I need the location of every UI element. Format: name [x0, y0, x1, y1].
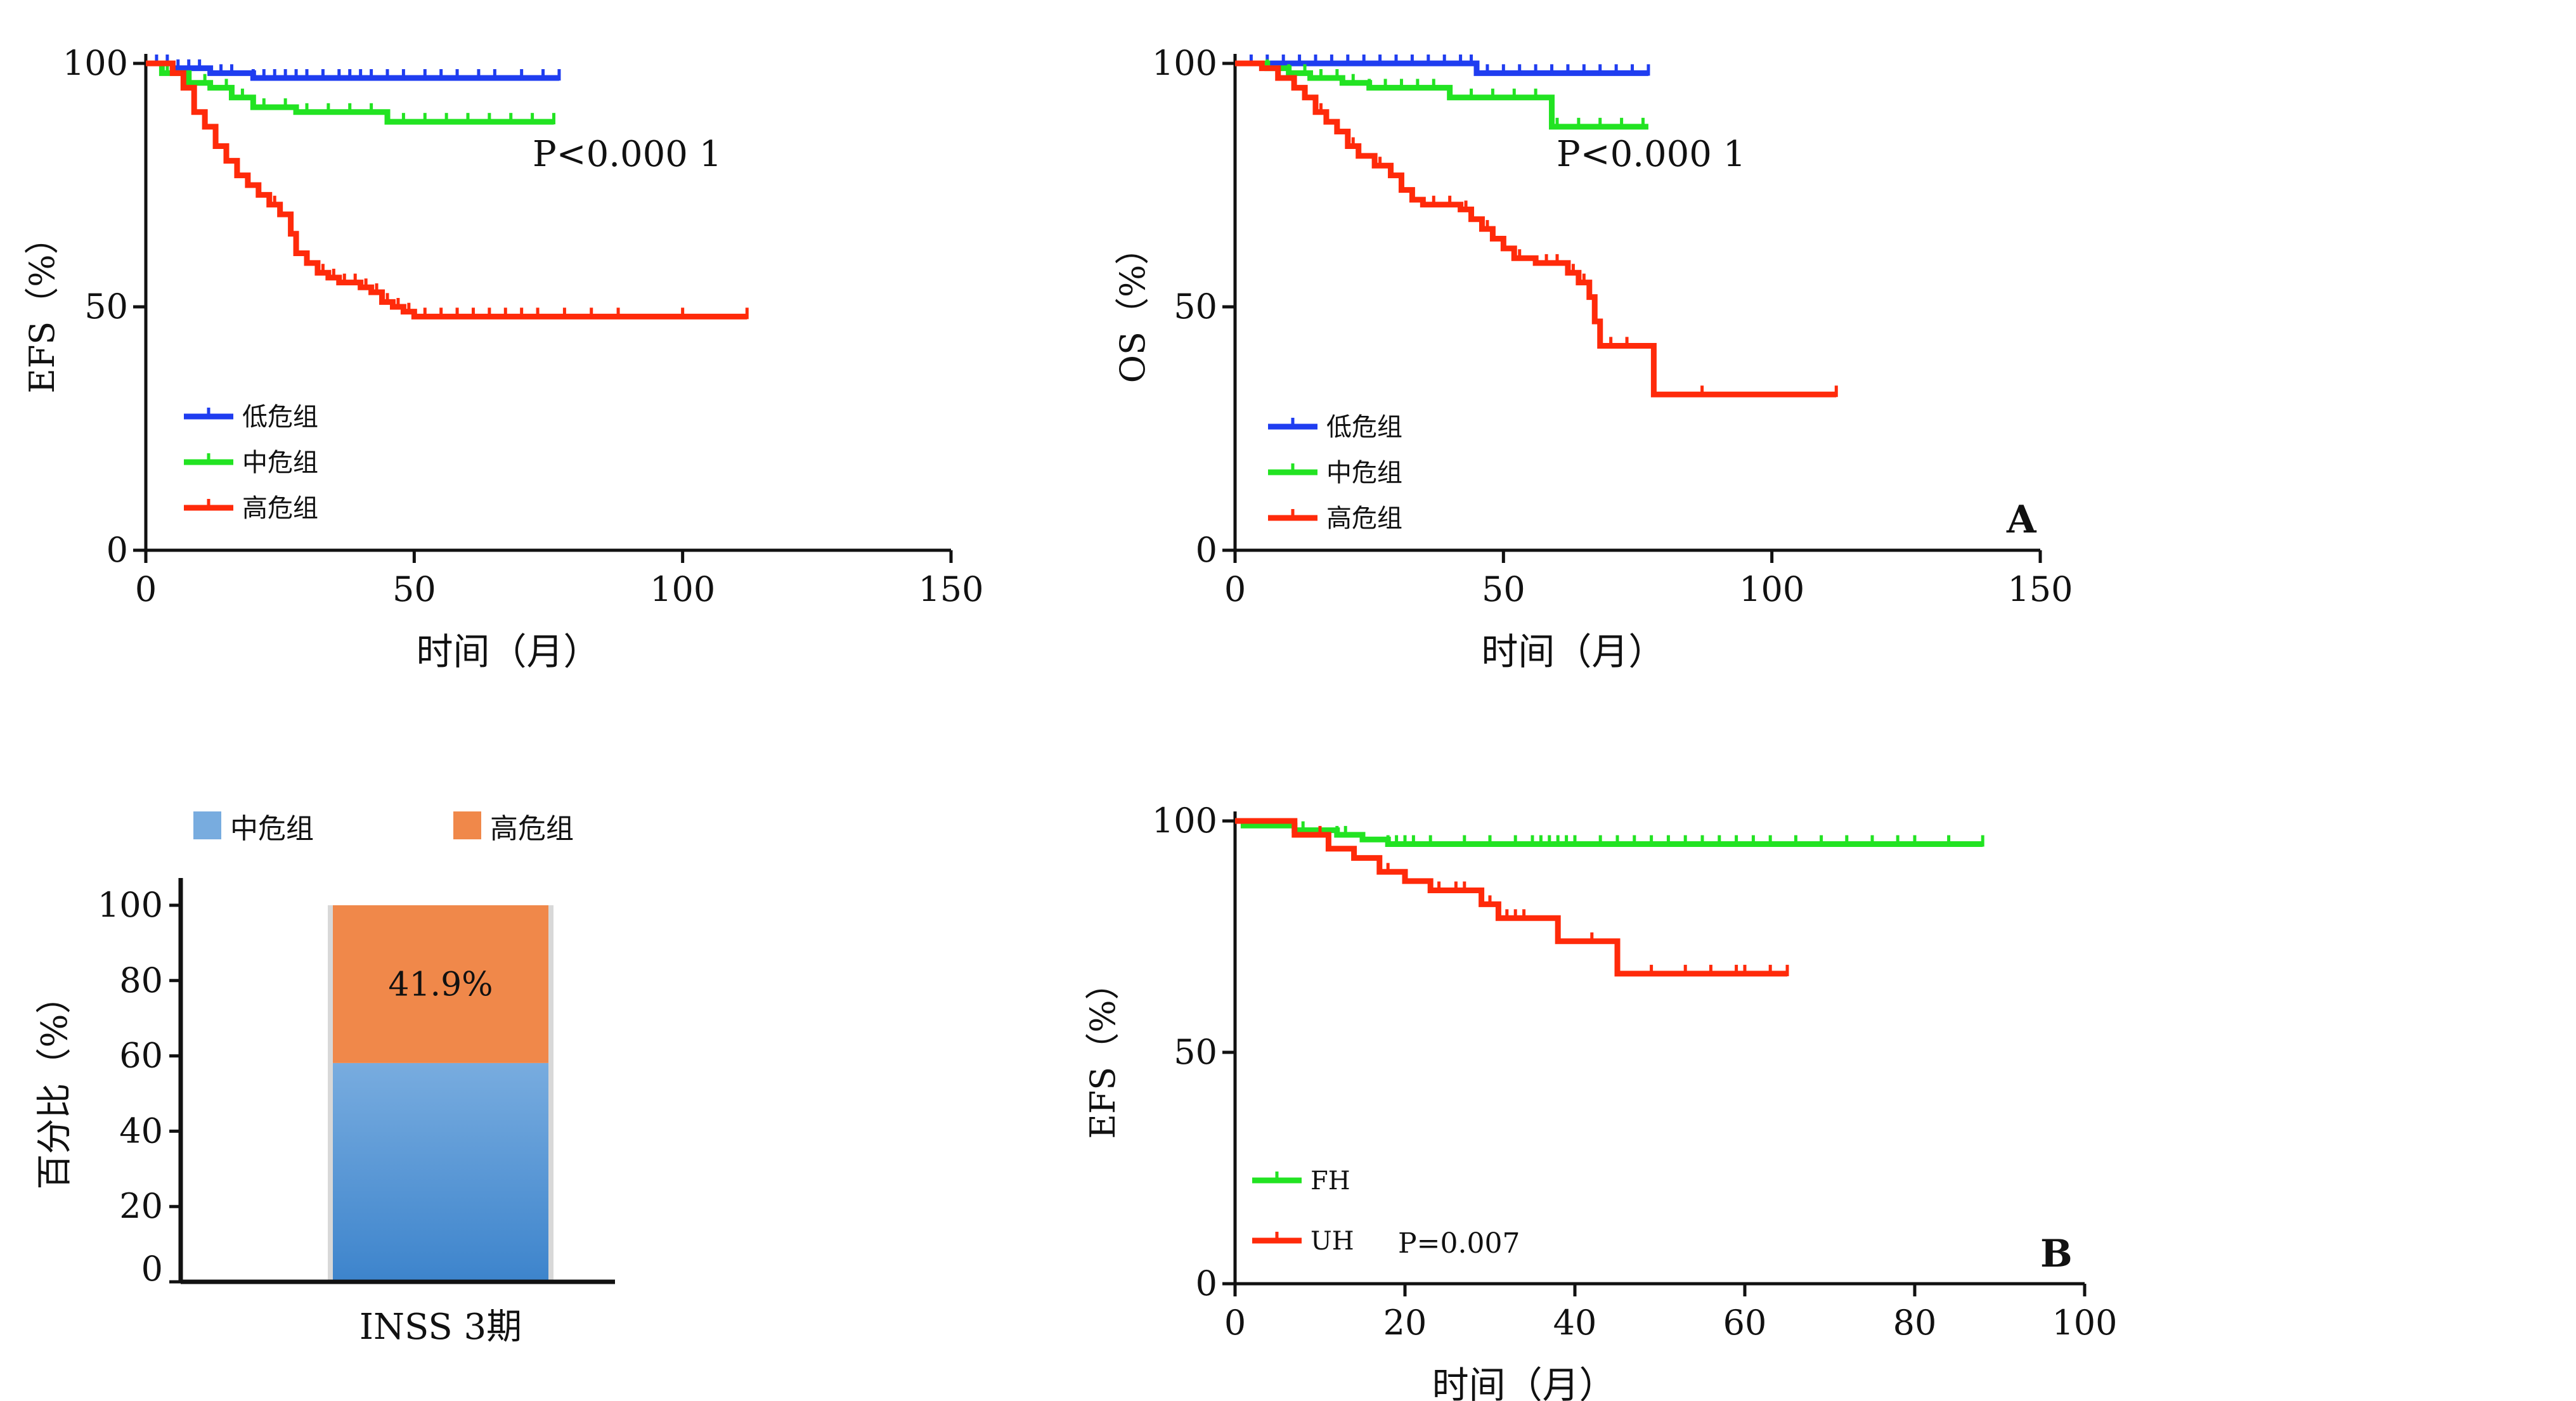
- bar-shadow: [548, 905, 553, 1282]
- data-label: 41.9%: [388, 965, 493, 1004]
- legend-label: FH: [1311, 1166, 1350, 1196]
- x-tick-label: 80: [1893, 1303, 1937, 1343]
- x-axis-label: 时间（月）: [1481, 630, 1665, 673]
- y-tick-label: 80: [119, 960, 163, 1000]
- x-tick-label: 150: [918, 569, 983, 609]
- y-tick-label: 0: [141, 1249, 163, 1289]
- x-tick-label: 0: [135, 569, 157, 609]
- y-tick-label: 100: [63, 43, 128, 83]
- survival-curve: [1235, 60, 1837, 397]
- x-tick-label: 60: [1723, 1303, 1767, 1343]
- x-tick-label: 50: [1482, 569, 1525, 609]
- x-tick-label: 40: [1553, 1303, 1597, 1343]
- y-tick-label: 0: [1196, 530, 1217, 570]
- bar-panel-inss3_bar: 中危组 高危组 41.9% 0 20 40 60 80 100 INSS 3期 百分比（%）: [34, 811, 615, 1348]
- legend-label: 中危组: [1326, 458, 1402, 487]
- x-axis-label: 时间（月）: [416, 630, 600, 673]
- x-axis-label: INSS 3期: [359, 1307, 522, 1348]
- y-axis-label: 百分比（%）: [34, 978, 75, 1189]
- x-tick-label: 100: [2052, 1303, 2117, 1343]
- bar-segment: [333, 1062, 548, 1282]
- x-axis-label: 时间（月）: [1432, 1364, 1616, 1401]
- y-tick-label: 20: [119, 1186, 163, 1226]
- survival-curve: [1235, 60, 1648, 76]
- legend-label: 低危组: [242, 403, 318, 432]
- legend-label: 高危组: [1326, 504, 1402, 533]
- annotation: P<0.000 1: [1557, 134, 1745, 175]
- bar-segment: [333, 905, 548, 1063]
- x-tick-label: 20: [1383, 1303, 1427, 1343]
- x-tick-label: 100: [650, 569, 715, 609]
- legend-label: UH: [1311, 1227, 1354, 1256]
- y-tick-label: 60: [119, 1036, 163, 1076]
- survival-curve: [146, 60, 748, 320]
- bar-shadow: [328, 905, 333, 1282]
- x-tick-label: 100: [1739, 569, 1804, 609]
- legend-swatch: [193, 811, 221, 839]
- y-tick-label: 50: [1174, 287, 1217, 326]
- km-panel-efs_histology: 0 20 40 60 80 100 0 50 100 时间（月） EFS（%） FH UH P=0.007…: [1083, 801, 2118, 1401]
- y-tick-label: 0: [1196, 1263, 1217, 1303]
- y-tick-label: 50: [1174, 1032, 1217, 1072]
- y-tick-label: 0: [107, 530, 128, 570]
- annotation: A: [2006, 498, 2037, 542]
- legend-label: 高危组: [490, 813, 574, 845]
- x-tick-label: 0: [1224, 569, 1246, 609]
- legend-label: 中危组: [242, 448, 318, 477]
- y-tick-label: 100: [1152, 43, 1217, 83]
- y-tick-label: 40: [119, 1111, 163, 1151]
- survival-curve: [1235, 818, 1983, 847]
- x-tick-label: 0: [1224, 1303, 1246, 1343]
- legend-label: 高危组: [242, 494, 318, 523]
- annotation: P=0.007: [1398, 1227, 1520, 1260]
- y-axis-label: OS（%）: [1113, 231, 1153, 384]
- survival-curve: [146, 60, 554, 125]
- y-axis-label: EFS（%）: [22, 220, 62, 393]
- legend-label: 低危组: [1326, 413, 1402, 442]
- y-tick-label: 100: [1152, 801, 1217, 841]
- annotation: P<0.000 1: [533, 134, 722, 175]
- x-tick-label: 50: [392, 569, 436, 609]
- x-tick-label: 150: [2007, 569, 2073, 609]
- legend-swatch: [453, 811, 481, 839]
- y-axis-label: EFS（%）: [1083, 965, 1123, 1139]
- y-tick-label: 50: [84, 287, 128, 326]
- y-tick-label: 100: [98, 885, 163, 925]
- survival-curve: [146, 60, 559, 81]
- legend-label: 中危组: [230, 813, 314, 845]
- annotation: B: [2040, 1232, 2073, 1276]
